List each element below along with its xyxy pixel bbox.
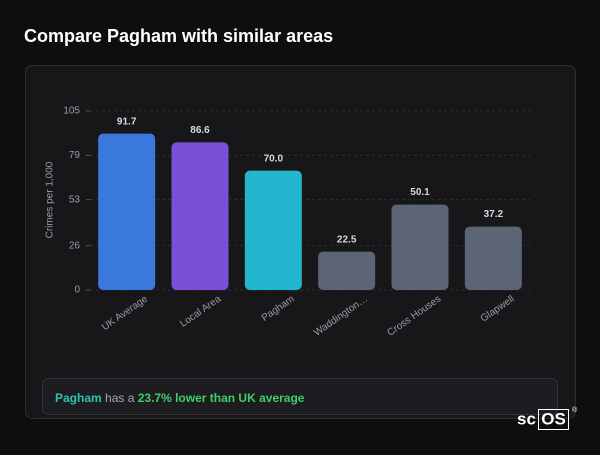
y-tick-label: 105 [63, 106, 80, 117]
summary-place: Pagham [55, 391, 102, 405]
value-label: 50.1 [410, 187, 430, 198]
bar [171, 142, 229, 290]
value-label: 70.0 [264, 153, 284, 164]
value-label: 37.2 [484, 209, 504, 220]
value-label: 22.5 [337, 234, 357, 245]
summary-text: has a [105, 391, 135, 405]
brand-mark: ® [572, 406, 578, 414]
y-tick-label: 0 [74, 285, 80, 296]
y-tick-label: 79 [69, 150, 81, 161]
bar [98, 133, 156, 290]
summary-highlight: 23.7% lower than UK average [138, 391, 305, 405]
value-label: 86.6 [190, 125, 210, 136]
bar [464, 226, 522, 290]
brand-box [538, 409, 569, 430]
summary-box [42, 378, 558, 415]
summary: Pagham has a 23.7% lower than UK average [55, 391, 305, 405]
bar [391, 204, 449, 290]
page-title: Compare Pagham with similar areas [24, 26, 333, 46]
brand-prefix: sc [517, 409, 536, 428]
y-tick-label: 53 [69, 194, 81, 205]
y-tick-label: 26 [69, 240, 81, 251]
y-axis-label: Crimes per 1,000 [45, 161, 56, 238]
value-label: 91.7 [117, 116, 137, 127]
bar [244, 170, 302, 290]
bar [318, 251, 376, 290]
brand-boxed: OS [541, 409, 566, 428]
